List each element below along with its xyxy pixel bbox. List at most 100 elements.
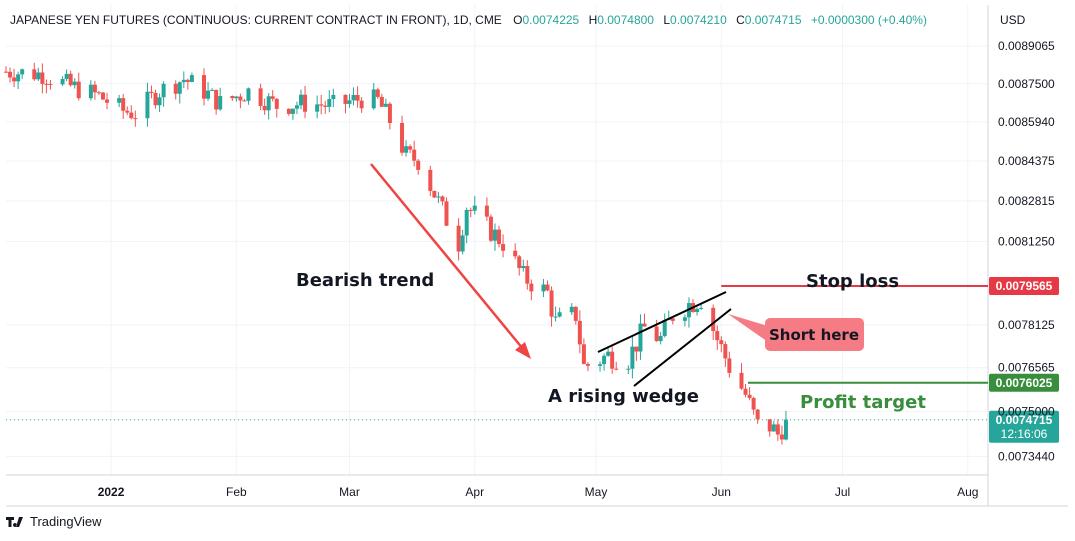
candle-body bbox=[68, 73, 73, 86]
open-label: O bbox=[513, 13, 522, 27]
x-tick-label: Apr bbox=[465, 485, 484, 499]
candle-body bbox=[654, 326, 659, 342]
candle-body bbox=[40, 72, 45, 84]
candle-body bbox=[133, 118, 138, 120]
y-tick-label: 0.0075000 bbox=[998, 405, 1055, 419]
candle-body bbox=[492, 229, 497, 241]
candle-body bbox=[270, 96, 275, 99]
candle-body bbox=[230, 95, 235, 99]
candle-body bbox=[614, 368, 619, 370]
last-price-badge bbox=[989, 410, 1059, 443]
candle-body bbox=[323, 105, 328, 107]
short-here-label: Short here bbox=[769, 326, 859, 344]
rising-wedge-label: A rising wedge bbox=[548, 386, 699, 407]
candle-body bbox=[440, 196, 445, 202]
candle-body bbox=[581, 344, 586, 364]
bearish-trend-arrowhead bbox=[515, 342, 531, 359]
candle-body bbox=[416, 160, 421, 170]
candle-body bbox=[400, 123, 405, 153]
candle-body bbox=[149, 91, 154, 93]
candle-body bbox=[218, 95, 223, 110]
time-axis[interactable]: 2022 Feb Mar Apr May Jun Jul Aug bbox=[98, 485, 979, 499]
candle-body bbox=[602, 355, 607, 365]
candle-body bbox=[408, 146, 413, 150]
candle-body bbox=[428, 169, 433, 191]
candle-body bbox=[36, 72, 41, 80]
bearish-trend-label: Bearish trend bbox=[296, 270, 434, 291]
candle-body bbox=[173, 83, 178, 94]
candle-body bbox=[670, 318, 675, 321]
candle-body bbox=[488, 216, 493, 241]
grid bbox=[6, 5, 988, 475]
tradingview-footer[interactable]: TradingView bbox=[6, 514, 102, 529]
candle-body bbox=[626, 368, 631, 370]
candle-body bbox=[379, 96, 384, 107]
candle-body bbox=[630, 346, 635, 369]
ohlc-legend: JAPANESE YEN FUTURES (CONTINUOUS: CURREN… bbox=[10, 13, 927, 27]
candle-body bbox=[412, 149, 417, 161]
candle-body bbox=[464, 209, 469, 236]
candle-body bbox=[658, 335, 663, 342]
y-tick-label: 0.0085940 bbox=[998, 115, 1055, 129]
y-tick-label: 0.0089065 bbox=[998, 39, 1055, 53]
short-here-pointer bbox=[728, 314, 768, 342]
candle-body bbox=[129, 112, 134, 119]
candle-body bbox=[96, 92, 101, 94]
candle-body bbox=[242, 100, 247, 102]
candle-body bbox=[727, 358, 732, 373]
candle-body bbox=[468, 209, 473, 211]
candle-body bbox=[246, 88, 251, 101]
candle-body bbox=[315, 104, 320, 112]
candle-body bbox=[634, 346, 639, 352]
candle-body bbox=[610, 351, 615, 369]
x-tick-label: 2022 bbox=[98, 485, 125, 499]
candle-body bbox=[529, 283, 534, 292]
candle-body bbox=[755, 409, 760, 420]
candle-body bbox=[682, 317, 687, 321]
candle-body bbox=[662, 319, 667, 336]
symbol-title: JAPANESE YEN FUTURES (CONTINUOUS: CURREN… bbox=[10, 13, 502, 27]
candle-body bbox=[723, 344, 728, 359]
candle-body bbox=[210, 89, 215, 91]
candle-body bbox=[274, 98, 279, 109]
x-tick-label: Feb bbox=[226, 485, 247, 499]
candle-body bbox=[88, 84, 93, 99]
candle-body bbox=[125, 110, 130, 113]
candle-body bbox=[743, 388, 748, 395]
candle-body bbox=[214, 89, 219, 110]
candle-body bbox=[100, 92, 105, 100]
candle-body bbox=[521, 266, 526, 269]
candle-body bbox=[545, 284, 550, 291]
y-tick-label: 0.0087500 bbox=[998, 77, 1055, 91]
candle-body bbox=[525, 266, 530, 284]
candle-body bbox=[44, 83, 49, 85]
candle-body bbox=[387, 103, 392, 124]
candle-body bbox=[715, 331, 720, 341]
candle-body bbox=[347, 100, 352, 104]
stop-loss-label: Stop loss bbox=[806, 271, 899, 292]
candle-body bbox=[238, 96, 243, 101]
candle-body bbox=[541, 284, 546, 292]
candle-body bbox=[699, 307, 704, 309]
candle-body bbox=[739, 372, 744, 389]
candle-body bbox=[319, 104, 324, 106]
close-label: C bbox=[736, 13, 745, 27]
candle-body bbox=[20, 69, 25, 75]
candle-body bbox=[472, 205, 477, 211]
candle-body bbox=[783, 419, 788, 440]
price-axis[interactable]: 0.0089065 0.0087500 0.0085940 0.0084375 0.00… bbox=[998, 39, 1055, 463]
y-tick-label: 0.0076565 bbox=[998, 361, 1055, 375]
candle-body bbox=[638, 323, 643, 352]
candle-body bbox=[16, 74, 21, 82]
candle-body bbox=[286, 108, 291, 114]
candle-body bbox=[290, 108, 295, 114]
candle-body bbox=[8, 71, 13, 78]
open-value: 0.0074225 bbox=[523, 13, 580, 27]
candle-body bbox=[549, 290, 554, 317]
candle-body bbox=[299, 94, 304, 106]
candle-body bbox=[4, 71, 8, 73]
candle-body bbox=[294, 105, 299, 109]
candle-body bbox=[779, 434, 784, 440]
